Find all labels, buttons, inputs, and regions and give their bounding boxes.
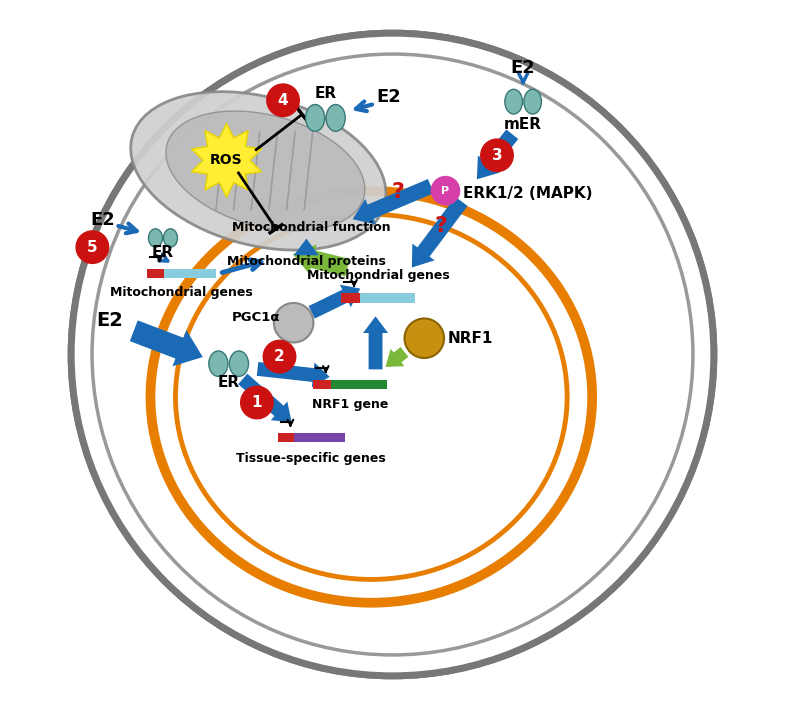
Ellipse shape xyxy=(524,89,542,114)
Ellipse shape xyxy=(166,111,365,230)
Text: E2: E2 xyxy=(97,311,123,330)
Text: mER: mER xyxy=(504,118,542,133)
Text: Mitochondrial genes: Mitochondrial genes xyxy=(307,269,450,282)
Text: P: P xyxy=(441,186,450,196)
Ellipse shape xyxy=(151,191,592,603)
Ellipse shape xyxy=(130,91,386,250)
Text: ERK1/2 (MAPK): ERK1/2 (MAPK) xyxy=(463,186,593,201)
Ellipse shape xyxy=(148,229,162,247)
Bar xyxy=(164,269,216,278)
Ellipse shape xyxy=(71,33,714,676)
Circle shape xyxy=(263,340,296,373)
Bar xyxy=(331,379,387,389)
Bar xyxy=(294,433,345,442)
Ellipse shape xyxy=(229,351,249,376)
Text: PGC1α: PGC1α xyxy=(232,311,280,324)
Ellipse shape xyxy=(71,33,714,676)
Ellipse shape xyxy=(176,214,567,579)
Text: Tissue-specific genes: Tissue-specific genes xyxy=(236,452,386,465)
Text: 1: 1 xyxy=(252,395,262,410)
Text: ?: ? xyxy=(391,182,403,202)
Text: ER: ER xyxy=(314,86,337,101)
Text: ER: ER xyxy=(152,245,174,259)
Text: 4: 4 xyxy=(278,93,288,108)
Text: NRF1: NRF1 xyxy=(447,331,493,346)
Bar xyxy=(278,433,294,442)
Text: ?: ? xyxy=(434,216,447,236)
Circle shape xyxy=(76,231,108,264)
Text: Mitochondrial proteins: Mitochondrial proteins xyxy=(227,255,385,268)
Circle shape xyxy=(267,84,299,116)
Circle shape xyxy=(241,386,273,419)
Bar xyxy=(313,379,331,389)
Text: 5: 5 xyxy=(87,240,97,255)
Bar xyxy=(341,294,360,303)
Text: E2: E2 xyxy=(377,88,401,106)
Ellipse shape xyxy=(305,104,325,131)
Text: ER: ER xyxy=(217,375,239,390)
Text: 2: 2 xyxy=(274,349,285,364)
Circle shape xyxy=(404,318,444,358)
Ellipse shape xyxy=(163,229,177,247)
Text: 3: 3 xyxy=(491,148,502,163)
Circle shape xyxy=(431,177,459,205)
Text: E2: E2 xyxy=(511,60,535,77)
Text: Mitochondrial function: Mitochondrial function xyxy=(232,221,391,234)
Bar xyxy=(360,294,415,303)
Text: Mitochondrial genes: Mitochondrial genes xyxy=(110,286,253,299)
Text: ROS: ROS xyxy=(210,153,243,167)
Circle shape xyxy=(274,303,313,342)
Ellipse shape xyxy=(326,104,345,131)
Text: E2: E2 xyxy=(90,211,115,229)
Circle shape xyxy=(480,139,513,172)
Ellipse shape xyxy=(209,351,228,376)
Ellipse shape xyxy=(92,54,693,655)
Bar xyxy=(147,269,164,278)
Ellipse shape xyxy=(505,89,523,114)
Polygon shape xyxy=(192,123,261,197)
Text: NRF1 gene: NRF1 gene xyxy=(312,398,389,411)
